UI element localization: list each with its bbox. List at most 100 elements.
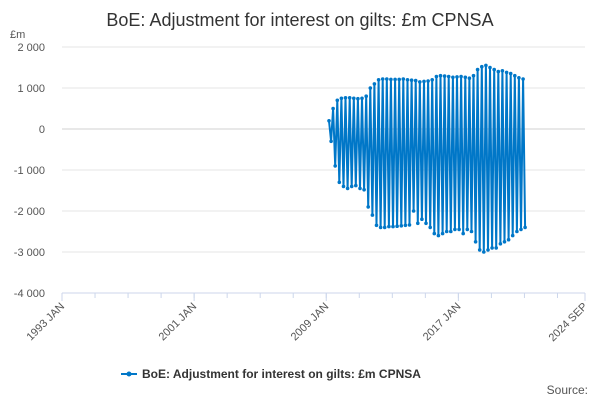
data-point[interactable] bbox=[399, 224, 404, 228]
data-point[interactable] bbox=[521, 77, 525, 81]
data-point[interactable] bbox=[457, 227, 461, 232]
data-point[interactable] bbox=[480, 64, 484, 69]
data-point[interactable] bbox=[486, 248, 490, 252]
data-point[interactable] bbox=[327, 119, 331, 123]
data-point[interactable] bbox=[469, 229, 474, 234]
data-point[interactable] bbox=[352, 96, 356, 101]
data-point[interactable] bbox=[519, 227, 523, 232]
data-point[interactable] bbox=[455, 75, 459, 79]
data-point[interactable] bbox=[477, 248, 482, 252]
data-point[interactable] bbox=[378, 225, 383, 230]
data-point[interactable] bbox=[484, 63, 488, 68]
data-point[interactable] bbox=[430, 78, 435, 82]
data-point[interactable] bbox=[374, 223, 379, 228]
data-point[interactable] bbox=[393, 77, 397, 82]
data-point[interactable] bbox=[389, 77, 393, 82]
data-point[interactable] bbox=[370, 213, 375, 217]
data-point[interactable] bbox=[490, 246, 494, 250]
data-point[interactable] bbox=[515, 229, 519, 234]
data-point[interactable] bbox=[453, 227, 457, 232]
data-point[interactable] bbox=[504, 70, 509, 75]
data-point[interactable] bbox=[362, 187, 366, 192]
data-point[interactable] bbox=[345, 186, 350, 191]
data-point[interactable] bbox=[360, 96, 364, 101]
data-point[interactable] bbox=[482, 250, 486, 254]
data-point[interactable] bbox=[368, 86, 373, 90]
data-point[interactable] bbox=[426, 79, 430, 83]
data-point[interactable] bbox=[444, 229, 449, 234]
data-point[interactable] bbox=[329, 139, 333, 144]
data-point[interactable] bbox=[459, 74, 463, 79]
data-point[interactable] bbox=[416, 221, 420, 226]
data-point[interactable] bbox=[510, 233, 515, 238]
data-point[interactable] bbox=[496, 69, 501, 74]
series-group[interactable] bbox=[327, 63, 527, 254]
data-point[interactable] bbox=[513, 73, 517, 78]
data-point[interactable] bbox=[385, 77, 389, 81]
data-point[interactable] bbox=[488, 65, 492, 70]
data-point[interactable] bbox=[366, 205, 371, 209]
data-point[interactable] bbox=[517, 76, 521, 80]
data-point[interactable] bbox=[354, 183, 358, 188]
data-point[interactable] bbox=[446, 74, 451, 79]
data-point[interactable] bbox=[467, 76, 472, 80]
data-point[interactable] bbox=[395, 224, 399, 228]
data-point[interactable] bbox=[432, 231, 437, 236]
data-point[interactable] bbox=[382, 225, 387, 230]
data-point[interactable] bbox=[418, 80, 422, 84]
data-point[interactable] bbox=[403, 223, 408, 228]
data-point[interactable] bbox=[347, 96, 352, 100]
data-point[interactable] bbox=[451, 75, 455, 80]
data-point[interactable] bbox=[387, 224, 391, 229]
data-point[interactable] bbox=[335, 98, 340, 103]
data-point[interactable] bbox=[391, 224, 395, 229]
data-point[interactable] bbox=[380, 77, 385, 81]
data-point[interactable] bbox=[397, 77, 402, 82]
y-tick-label: 2 000 bbox=[17, 42, 45, 54]
data-point[interactable] bbox=[465, 227, 470, 232]
data-point[interactable] bbox=[502, 240, 507, 244]
data-point[interactable] bbox=[508, 71, 513, 76]
data-point[interactable] bbox=[436, 233, 441, 238]
data-point[interactable] bbox=[461, 231, 466, 236]
data-point[interactable] bbox=[407, 223, 412, 227]
data-point[interactable] bbox=[442, 74, 447, 78]
data-point[interactable] bbox=[500, 69, 505, 73]
data-point[interactable] bbox=[401, 77, 406, 81]
data-point[interactable] bbox=[343, 96, 348, 100]
data-point[interactable] bbox=[473, 240, 478, 244]
data-point[interactable] bbox=[492, 67, 497, 72]
data-point[interactable] bbox=[337, 180, 342, 185]
data-point[interactable] bbox=[411, 209, 416, 213]
data-point[interactable] bbox=[349, 184, 354, 189]
data-point[interactable] bbox=[475, 67, 480, 72]
data-point[interactable] bbox=[376, 78, 381, 82]
data-point[interactable] bbox=[409, 78, 414, 82]
data-point[interactable] bbox=[333, 164, 338, 168]
data-point[interactable] bbox=[463, 75, 468, 80]
data-point[interactable] bbox=[331, 106, 335, 111]
legend[interactable]: BoE: Adjustment for interest on gilts: £… bbox=[121, 367, 421, 381]
data-point[interactable] bbox=[339, 96, 344, 101]
data-point[interactable] bbox=[498, 242, 503, 246]
data-point[interactable] bbox=[413, 78, 418, 83]
data-point[interactable] bbox=[506, 237, 511, 242]
data-point[interactable] bbox=[449, 229, 453, 234]
data-point[interactable] bbox=[440, 231, 445, 236]
data-point[interactable] bbox=[471, 73, 476, 78]
data-point[interactable] bbox=[494, 246, 499, 250]
data-point[interactable] bbox=[405, 78, 410, 82]
data-point[interactable] bbox=[356, 96, 360, 101]
data-point[interactable] bbox=[428, 225, 433, 230]
data-point[interactable] bbox=[341, 184, 346, 189]
data-point[interactable] bbox=[422, 79, 426, 84]
data-point[interactable] bbox=[364, 94, 369, 98]
data-point[interactable] bbox=[523, 225, 527, 230]
series-line[interactable] bbox=[328, 64, 527, 253]
data-point[interactable] bbox=[438, 73, 443, 78]
data-point[interactable] bbox=[434, 74, 439, 79]
data-point[interactable] bbox=[420, 217, 424, 221]
data-point[interactable] bbox=[372, 82, 377, 86]
data-point[interactable] bbox=[358, 186, 362, 191]
data-point[interactable] bbox=[424, 221, 428, 226]
